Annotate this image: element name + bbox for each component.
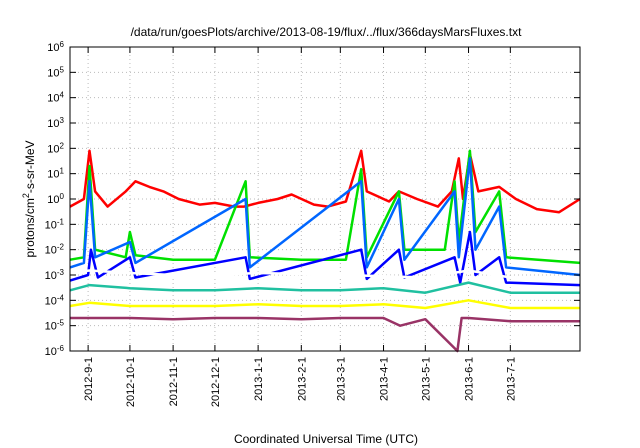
y-tick-exponent: -5 xyxy=(57,318,65,327)
y-tick-base: 10 xyxy=(47,169,59,181)
series-line-3 xyxy=(69,157,581,277)
y-tick-base: 10 xyxy=(47,194,59,206)
y-tick-label: 103 xyxy=(47,116,64,131)
y-axis-ticks: 10-610-510-410-310-210-11001011021031041… xyxy=(45,40,580,359)
y-tick-base: 10 xyxy=(45,295,57,307)
y-axis-label: protons/cm2-s-sr-MeV xyxy=(21,140,37,257)
x-tick-label: 2012-10-1 xyxy=(125,357,137,407)
series-line-8 xyxy=(70,316,580,353)
y-tick-base: 10 xyxy=(45,219,57,231)
y-tick-exponent: 0 xyxy=(60,192,65,201)
x-tick-label: 2012-12-1 xyxy=(210,357,222,407)
y-tick-exponent: 4 xyxy=(60,90,65,99)
x-tick-label: 2013-4-1 xyxy=(379,357,391,401)
y-tick-exponent: 6 xyxy=(60,40,65,49)
y-tick-exponent: 2 xyxy=(60,141,65,150)
y-tick-exponent: -1 xyxy=(57,217,65,226)
x-tick-label: 2012-9-1 xyxy=(83,357,95,401)
y-tick-label: 100 xyxy=(47,192,64,207)
x-tick-label: 2013-7-1 xyxy=(505,357,517,401)
y-axis-label-post: -s-sr-MeV xyxy=(23,140,37,193)
y-tick-label: 10-3 xyxy=(45,268,65,283)
y-tick-base: 10 xyxy=(45,346,57,358)
y-tick-base: 10 xyxy=(45,321,57,333)
y-tick-label: 10-6 xyxy=(45,344,65,359)
series-line-7 xyxy=(69,299,580,310)
y-tick-exponent: 5 xyxy=(60,65,65,74)
y-tick-exponent: 3 xyxy=(60,116,65,125)
series-layer xyxy=(69,149,581,353)
y-tick-base: 10 xyxy=(47,42,59,54)
series-line-1 xyxy=(69,149,581,214)
x-tick-label: 2013-6-1 xyxy=(464,357,476,401)
y-tick-base: 10 xyxy=(47,143,59,155)
x-tick-label: 2013-1-1 xyxy=(253,357,265,401)
y-tick-label: 105 xyxy=(47,65,64,80)
series-line-5 xyxy=(69,269,581,281)
y-tick-label: 10-1 xyxy=(45,217,65,232)
y-tick-exponent: -4 xyxy=(57,293,65,302)
y-tick-label: 106 xyxy=(47,40,64,55)
y-tick-exponent: -2 xyxy=(57,242,65,251)
y-tick-base: 10 xyxy=(45,245,57,257)
y-tick-label: 104 xyxy=(47,90,64,105)
series-line-6 xyxy=(69,281,580,294)
y-tick-base: 10 xyxy=(47,67,59,79)
series-line-4 xyxy=(69,230,581,287)
y-tick-label: 10-5 xyxy=(45,318,65,333)
y-tick-label: 101 xyxy=(47,166,64,181)
chart-title: /data/run/goesPlots/archive/2013-08-19/f… xyxy=(131,25,523,39)
x-axis-ticks: 2012-9-1 2012-10-1 2012-11-1 2012-12-1 2013-… xyxy=(83,47,517,407)
y-tick-exponent: 1 xyxy=(60,166,65,175)
y-tick-label: 10-4 xyxy=(45,293,65,308)
x-tick-label: 2013-5-1 xyxy=(420,357,432,401)
x-axis-label: Coordinated Universal Time (UTC) xyxy=(234,432,418,446)
x-tick-label: 2013-2-1 xyxy=(296,357,308,401)
y-tick-base: 10 xyxy=(47,118,59,130)
y-tick-base: 10 xyxy=(45,270,57,282)
y-axis-label-sup: 2 xyxy=(21,193,31,198)
series-line-2 xyxy=(69,149,581,265)
y-tick-exponent: -6 xyxy=(57,344,65,353)
y-tick-exponent: -3 xyxy=(57,268,65,277)
y-tick-label: 102 xyxy=(47,141,64,156)
y-tick-base: 10 xyxy=(47,93,59,105)
y-tick-label: 10-2 xyxy=(45,242,65,257)
x-tick-label: 2013-3-1 xyxy=(335,357,347,401)
x-tick-label: 2012-11-1 xyxy=(168,357,180,406)
y-axis-label-pre: protons/cm xyxy=(23,198,37,257)
